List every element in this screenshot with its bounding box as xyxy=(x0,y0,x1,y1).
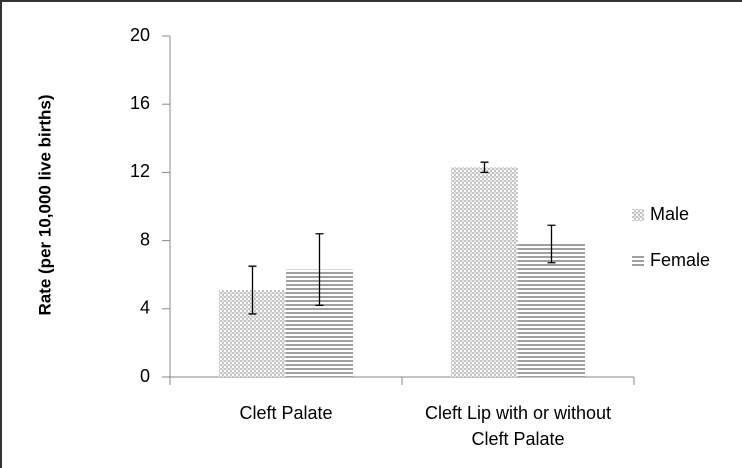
y-tick-label: 4 xyxy=(140,298,150,318)
legend-swatch xyxy=(632,255,644,267)
y-tick-label: 12 xyxy=(130,161,150,181)
error-bar xyxy=(248,265,257,315)
y-tick-label: 20 xyxy=(130,25,150,45)
error-bar xyxy=(480,161,489,174)
y-tick-label: 16 xyxy=(130,93,150,113)
bar xyxy=(518,244,585,377)
error-bar xyxy=(547,224,556,264)
y-tick-label: 0 xyxy=(140,366,150,386)
x-tick-label: Cleft Lip with or without Cleft Palate xyxy=(424,403,612,449)
legend-label: Male xyxy=(650,204,689,224)
legend-swatch xyxy=(632,209,644,221)
y-tick-label: 8 xyxy=(140,229,150,249)
error-bar xyxy=(315,233,324,307)
legend-label: Female xyxy=(650,250,710,270)
bar xyxy=(451,167,518,377)
x-tick-label: Cleft Palate xyxy=(239,403,333,423)
y-axis-label: Rate (per 10,000 live births) xyxy=(35,94,54,315)
